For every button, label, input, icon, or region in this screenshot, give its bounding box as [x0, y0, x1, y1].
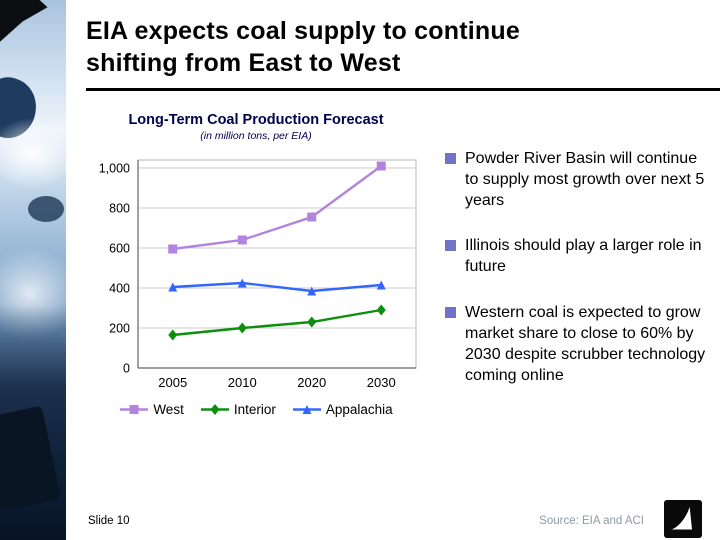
svg-text:200: 200	[109, 322, 130, 336]
svg-text:2010: 2010	[228, 375, 257, 390]
svg-text:2030: 2030	[367, 375, 396, 390]
bullet-square-icon	[445, 306, 456, 318]
bullet-text: Illinois should play a larger role in fu…	[465, 237, 702, 276]
svg-text:2005: 2005	[158, 375, 187, 390]
slide-body: EIA expects coal supply to continue shif…	[66, 0, 720, 540]
bullet-text: Powder River Basin will continue to supp…	[465, 150, 705, 210]
svg-text:0: 0	[123, 362, 130, 376]
source-text: Source: EIA and ACI	[539, 515, 644, 527]
legend-item: Interior	[200, 402, 276, 417]
chart-title: Long-Term Coal Production Forecast	[128, 112, 384, 128]
bullet-square-icon	[445, 153, 456, 164]
decorative-photo-strip	[0, 0, 66, 540]
slide-number: Slide 10	[88, 515, 130, 527]
slide-title: EIA expects coal supply to continue shif…	[86, 17, 520, 77]
bullet-square-icon	[445, 240, 456, 252]
photo-dark-shape	[28, 196, 64, 222]
svg-text:400: 400	[109, 282, 130, 296]
svg-text:2020: 2020	[297, 375, 326, 390]
title-block: EIA expects coal supply to continue shif…	[66, 0, 720, 91]
legend-item: West	[119, 402, 184, 417]
triangle-marker-icon	[292, 405, 321, 414]
chart-panel: Long-Term Coal Production Forecast (in m…	[78, 112, 434, 417]
svg-text:1,000: 1,000	[99, 162, 130, 176]
title-divider	[86, 88, 720, 91]
svg-text:800: 800	[109, 202, 130, 216]
diamond-marker-icon	[200, 404, 229, 415]
legend-item: Appalachia	[292, 402, 393, 417]
chart-legend: West Interior Appalachia	[78, 402, 434, 417]
bullet-text: Western coal is expected to grow market …	[465, 303, 706, 384]
photo-cloud	[0, 118, 66, 190]
square-marker-icon	[120, 405, 149, 414]
bullet-item: Powder River Basin will continue to supp…	[445, 148, 707, 211]
svg-text:600: 600	[109, 242, 130, 256]
bullet-list: Powder River Basin will continue to supp…	[445, 148, 707, 410]
bullet-item: Illinois should play a larger role in fu…	[445, 235, 707, 277]
chart-subtitle: (in million tons, per EIA)	[200, 130, 312, 142]
line-chart: 0 200 400 600 800 1,000 2005 2010 2020 2030	[99, 159, 417, 390]
legend-label: West	[153, 402, 184, 417]
legend-label: Appalachia	[325, 402, 393, 417]
photo-silhouette-top	[0, 0, 48, 42]
bullet-item: Western coal is expected to grow market …	[445, 302, 707, 386]
aci-logo	[664, 500, 702, 538]
legend-label: Interior	[233, 402, 276, 417]
